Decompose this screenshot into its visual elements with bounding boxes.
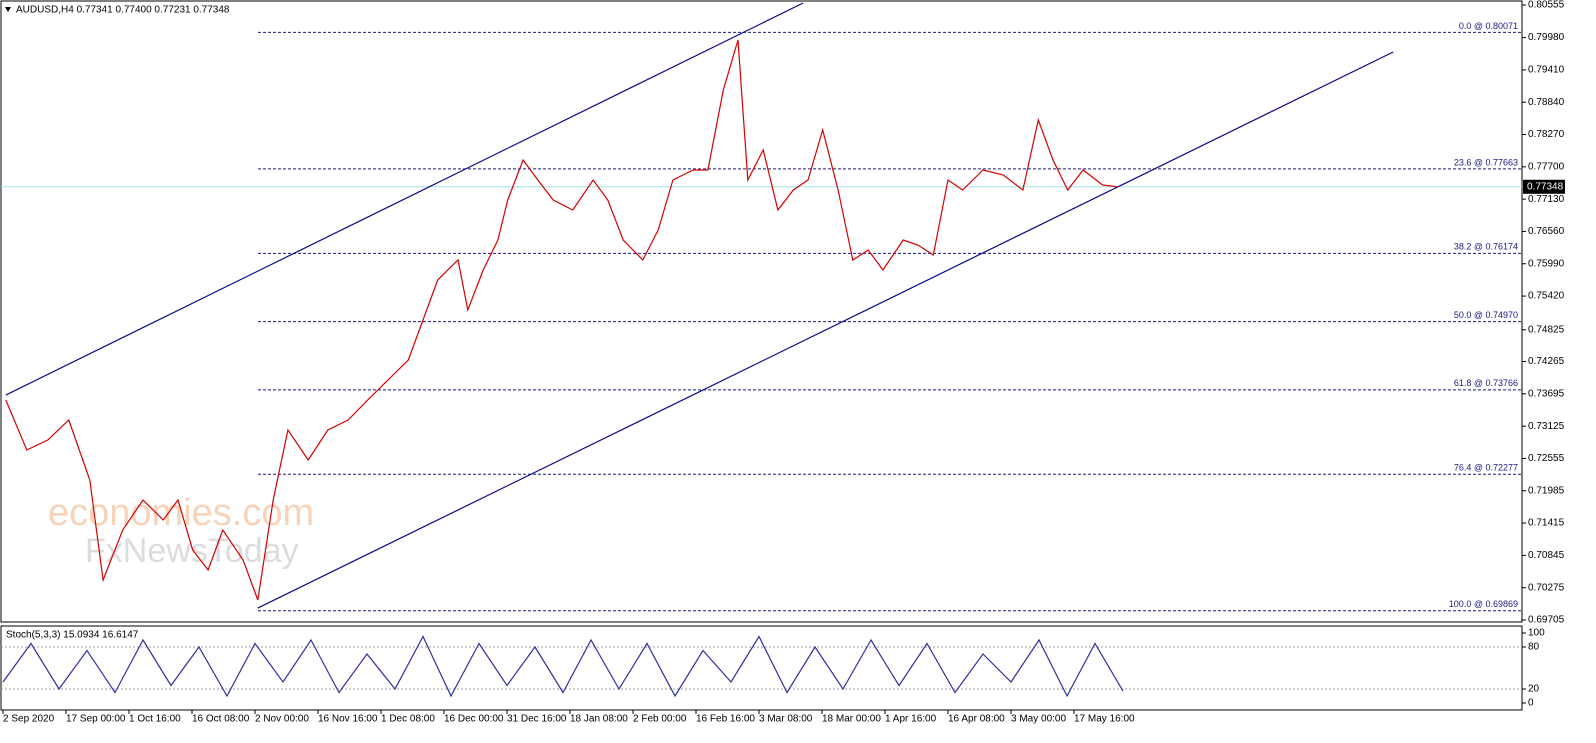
watermark: economies.com xyxy=(48,492,314,534)
x-tick-label: 3 Mar 08:00 xyxy=(759,714,813,725)
y-tick-label: 20 xyxy=(1528,684,1540,695)
fib-label: 100.0 @ 0.69869 xyxy=(1449,599,1518,609)
y-tick-label: 0.78840 xyxy=(1528,97,1565,108)
x-tick-label: 3 May 00:00 xyxy=(1011,714,1066,725)
y-tick-label: 0.71985 xyxy=(1528,485,1565,496)
x-tick-label: 18 Jan 08:00 xyxy=(570,714,628,725)
y-tick-label: 0.74825 xyxy=(1528,324,1565,335)
fib-label: 38.2 @ 0.76174 xyxy=(1454,242,1518,252)
y-tick-label: 0.71415 xyxy=(1528,518,1565,529)
x-tick-label: 1 Apr 16:00 xyxy=(885,714,937,725)
x-tick-label: 1 Oct 16:00 xyxy=(129,714,181,725)
price-line xyxy=(5,39,1119,601)
y-tick-label: 0 xyxy=(1528,698,1534,709)
y-tick-label: 0.77700 xyxy=(1528,161,1565,172)
x-tick-label: 2 Feb 00:00 xyxy=(633,714,687,725)
x-tick-label: 2 Sep 2020 xyxy=(3,714,55,725)
x-tick-label: 17 Sep 00:00 xyxy=(66,714,126,725)
menu-arrow xyxy=(5,7,11,12)
y-tick-label: 0.80555 xyxy=(1528,0,1565,11)
y-tick-label: 0.69705 xyxy=(1528,615,1565,626)
fib-label: 61.8 @ 0.73766 xyxy=(1454,378,1518,388)
x-tick-label: 16 Apr 08:00 xyxy=(948,714,1005,725)
y-tick-label: 0.75420 xyxy=(1528,291,1565,302)
fib-label: 23.6 @ 0.77663 xyxy=(1454,157,1518,167)
x-tick-label: 17 May 16:00 xyxy=(1074,714,1135,725)
y-tick-label: 0.77130 xyxy=(1528,194,1565,205)
y-tick-label: 0.73695 xyxy=(1528,388,1565,399)
x-tick-label: 18 Mar 00:00 xyxy=(822,714,881,725)
y-tick-label: 0.75990 xyxy=(1528,258,1565,269)
chart-title: AUDUSD,H4 0.77341 0.77400 0.77231 0.7734… xyxy=(16,5,230,16)
fib-label: 0.0 @ 0.80071 xyxy=(1459,21,1518,31)
y-tick-label: 100 xyxy=(1528,628,1545,639)
x-tick-label: 31 Dec 16:00 xyxy=(507,714,567,725)
x-tick-label: 1 Dec 08:00 xyxy=(381,714,435,725)
last-price-box xyxy=(1523,179,1565,194)
channel-line xyxy=(257,51,1394,609)
x-tick-label: 16 Nov 16:00 xyxy=(318,714,378,725)
channel-line xyxy=(5,2,804,396)
x-tick-label: 16 Oct 08:00 xyxy=(192,714,250,725)
fib-label: 76.4 @ 0.72277 xyxy=(1454,463,1518,473)
x-tick-label: 16 Feb 16:00 xyxy=(696,714,755,725)
indicator-title: Stoch(5,3,3) 15.0934 16.6147 xyxy=(6,630,139,641)
y-tick-label: 0.74265 xyxy=(1528,356,1565,367)
main-panel xyxy=(0,0,1523,623)
x-tick-label: 16 Dec 00:00 xyxy=(444,714,504,725)
y-tick-label: 0.70275 xyxy=(1528,582,1565,593)
y-tick-label: 0.76560 xyxy=(1528,226,1565,237)
y-tick-label: 0.78270 xyxy=(1528,129,1565,140)
watermark: FxNewsToday xyxy=(85,532,299,570)
stoch-panel xyxy=(0,625,1523,711)
y-tick-label: 80 xyxy=(1528,642,1540,653)
y-tick-label: 0.79410 xyxy=(1528,65,1565,76)
price-line xyxy=(2,635,1124,698)
y-tick-label: 0.70845 xyxy=(1528,550,1565,561)
fib-label: 50.0 @ 0.74970 xyxy=(1454,310,1518,320)
last-price-label: 0.77348 xyxy=(1527,181,1564,192)
y-tick-label: 0.72555 xyxy=(1528,453,1565,464)
x-tick-label: 2 Nov 00:00 xyxy=(255,714,309,725)
y-tick-label: 0.73125 xyxy=(1528,421,1565,432)
y-tick-label: 0.79980 xyxy=(1528,32,1565,43)
